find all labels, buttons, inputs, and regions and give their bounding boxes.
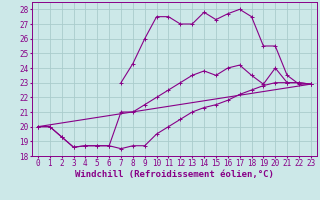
X-axis label: Windchill (Refroidissement éolien,°C): Windchill (Refroidissement éolien,°C) [75,170,274,179]
